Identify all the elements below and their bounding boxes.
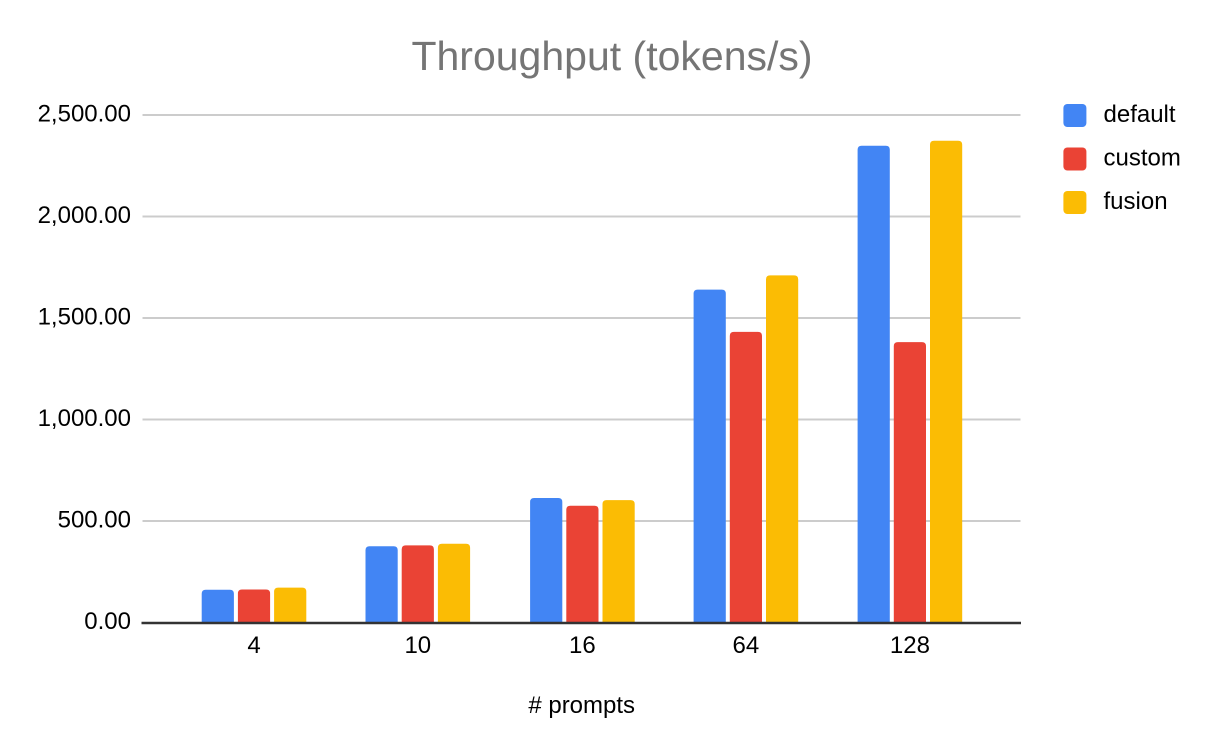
svg-text:500.00: 500.00 [58,507,131,534]
svg-text:2,500.00: 2,500.00 [38,101,131,128]
svg-text:128: 128 [890,632,930,659]
svg-text:1,500.00: 1,500.00 [38,304,131,331]
svg-text:custom: custom [1104,144,1181,171]
svg-text:10: 10 [404,632,431,659]
svg-text:64: 64 [733,632,760,659]
svg-text:1,000.00: 1,000.00 [38,405,131,432]
svg-text:fusion: fusion [1104,188,1168,215]
svg-text:0.00: 0.00 [84,608,131,635]
svg-text:16: 16 [569,632,596,659]
svg-text:Throughput (tokens/s): Throughput (tokens/s) [411,33,812,79]
svg-text:4: 4 [247,632,260,659]
svg-text:default: default [1104,101,1176,128]
svg-text:# prompts: # prompts [528,692,635,719]
svg-text:2,000.00: 2,000.00 [38,202,131,229]
